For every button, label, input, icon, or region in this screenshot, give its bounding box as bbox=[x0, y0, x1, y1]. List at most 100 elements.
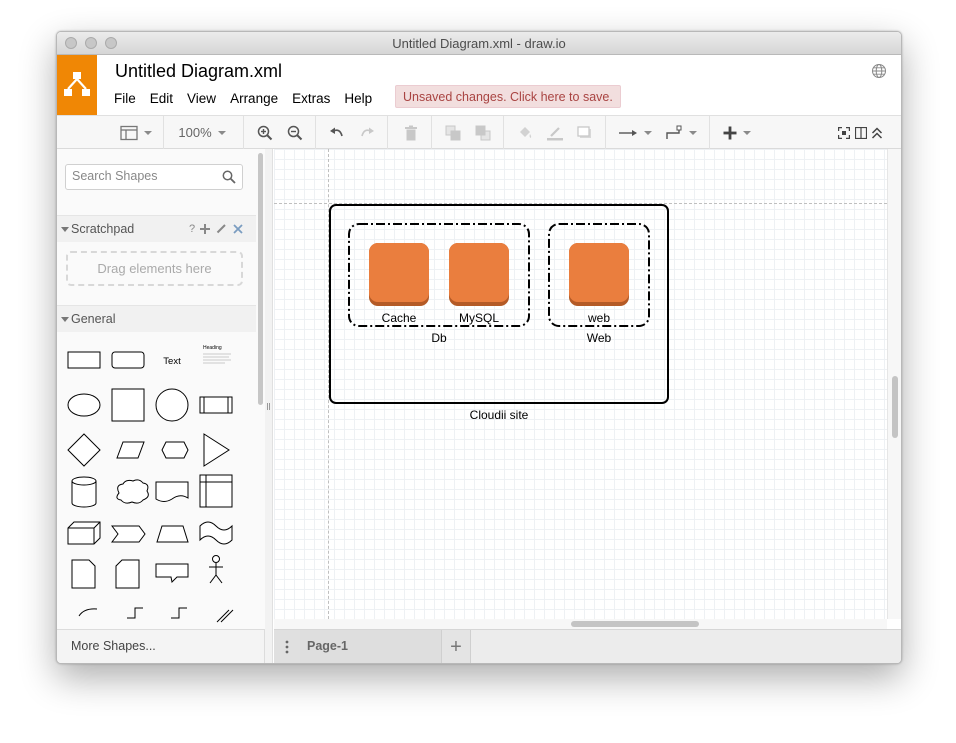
layout-panel-icon bbox=[120, 125, 138, 140]
chevron-down-icon bbox=[743, 130, 751, 135]
collapse-toolbar-button[interactable] bbox=[869, 116, 885, 149]
zoom-window-button[interactable] bbox=[105, 37, 117, 49]
curved-arrow-shape-icon[interactable] bbox=[78, 608, 98, 617]
scratchpad-header[interactable]: Scratchpad ? bbox=[57, 215, 256, 242]
add-icon[interactable] bbox=[200, 224, 210, 234]
fill-color-button[interactable] bbox=[513, 116, 537, 149]
zoom-out-button[interactable] bbox=[283, 116, 307, 149]
square-shape-icon[interactable] bbox=[111, 388, 145, 422]
redo-button[interactable] bbox=[355, 116, 379, 149]
tape-shape-icon[interactable] bbox=[199, 521, 233, 545]
cylinder-shape-icon[interactable] bbox=[71, 476, 97, 508]
add-page-button[interactable]: + bbox=[442, 630, 471, 663]
search-shapes-box[interactable] bbox=[65, 164, 243, 190]
web-group-outline[interactable] bbox=[548, 223, 650, 327]
help-icon[interactable]: ? bbox=[189, 223, 196, 235]
to-back-button[interactable] bbox=[471, 116, 495, 149]
waypoints-dropdown[interactable] bbox=[661, 116, 701, 149]
diagram-canvas[interactable]: Cache MySQL web Db Web Cloudii site bbox=[274, 149, 887, 619]
triangle-shape-icon[interactable] bbox=[203, 433, 230, 467]
vertical-scroll-thumb[interactable] bbox=[892, 376, 898, 438]
rectangle-shape-icon[interactable] bbox=[67, 351, 101, 369]
menu-edit[interactable]: Edit bbox=[149, 91, 174, 106]
scratchpad-dropzone[interactable]: Drag elements here bbox=[66, 251, 243, 286]
cube-shape-icon[interactable] bbox=[67, 521, 101, 545]
cloud-shape-icon[interactable] bbox=[116, 479, 149, 504]
to-front-button[interactable] bbox=[441, 116, 465, 149]
zoom-out-icon bbox=[287, 125, 303, 140]
cache-node[interactable] bbox=[369, 243, 429, 302]
cloudii-site-container[interactable] bbox=[329, 204, 669, 404]
to-front-icon bbox=[445, 125, 461, 140]
minimize-window-button[interactable] bbox=[85, 37, 97, 49]
trapezoid-shape-icon[interactable] bbox=[156, 525, 189, 543]
fullscreen-button[interactable] bbox=[835, 116, 853, 149]
redo-icon bbox=[361, 127, 374, 136]
mysql-node[interactable] bbox=[449, 243, 509, 302]
line-color-button[interactable] bbox=[543, 116, 567, 149]
language-globe-icon[interactable] bbox=[871, 63, 887, 82]
menu-help[interactable]: Help bbox=[344, 91, 373, 106]
edit-pencil-icon[interactable] bbox=[216, 223, 227, 234]
actor-shape-icon[interactable] bbox=[209, 555, 223, 584]
hexagon-shape-icon[interactable] bbox=[161, 441, 189, 459]
rounded-rectangle-shape-icon[interactable] bbox=[111, 351, 145, 369]
link-shape-icon[interactable] bbox=[216, 609, 234, 623]
note-shape-icon[interactable] bbox=[71, 559, 96, 589]
general-header[interactable]: General bbox=[57, 305, 256, 332]
app-window: Untitled Diagram.xml - draw.io Untitled … bbox=[56, 31, 902, 664]
text-shape-label[interactable]: Text bbox=[163, 356, 181, 367]
page-break-line bbox=[274, 203, 887, 204]
horizontal-scroll-thumb[interactable] bbox=[571, 621, 699, 627]
unsaved-changes-button[interactable]: Unsaved changes. Click here to save. bbox=[395, 85, 621, 108]
heading-shape-label[interactable]: Heading bbox=[203, 345, 222, 351]
document-shape-icon[interactable] bbox=[155, 481, 189, 502]
internal-storage-shape-icon[interactable] bbox=[199, 474, 233, 508]
ellipse-shape-icon[interactable] bbox=[67, 393, 101, 417]
insert-dropdown[interactable] bbox=[717, 116, 757, 149]
close-icon[interactable] bbox=[233, 224, 243, 234]
menu-extras[interactable]: Extras bbox=[292, 91, 331, 106]
elbow-arrow-shape-icon[interactable] bbox=[127, 607, 143, 619]
format-panel-button[interactable] bbox=[853, 116, 869, 149]
delete-button[interactable] bbox=[399, 116, 423, 149]
canvas-vertical-scrollbar[interactable] bbox=[887, 149, 901, 619]
step-shape-icon[interactable] bbox=[111, 525, 146, 543]
elbow-connector-icon bbox=[666, 125, 682, 139]
arrow-right-icon bbox=[619, 129, 637, 136]
paint-bucket-icon bbox=[520, 126, 532, 138]
circle-shape-icon[interactable] bbox=[155, 388, 189, 422]
zoom-in-button[interactable] bbox=[253, 116, 277, 149]
drawio-logo-icon bbox=[64, 72, 90, 96]
sidebar-splitter[interactable] bbox=[265, 149, 273, 663]
web-node[interactable] bbox=[569, 243, 629, 302]
pages-menu-button[interactable] bbox=[274, 630, 300, 663]
zoom-dropdown[interactable]: 100% bbox=[171, 116, 233, 149]
elbow-connector-shape-icon[interactable] bbox=[171, 607, 187, 619]
diamond-shape-icon[interactable] bbox=[67, 433, 101, 467]
web-node-label: web bbox=[587, 311, 611, 325]
undo-button[interactable] bbox=[325, 116, 349, 149]
page-tab[interactable]: Page-1 bbox=[300, 630, 442, 663]
close-window-button[interactable] bbox=[65, 37, 77, 49]
canvas-horizontal-scrollbar[interactable] bbox=[274, 619, 887, 629]
connection-style-dropdown[interactable] bbox=[615, 116, 655, 149]
card-shape-icon[interactable] bbox=[115, 559, 140, 589]
menu-view[interactable]: View bbox=[187, 91, 217, 106]
drawio-logo[interactable] bbox=[57, 55, 97, 115]
process-shape-icon[interactable] bbox=[199, 396, 233, 414]
db-group-outline[interactable] bbox=[348, 223, 530, 327]
menu-file[interactable]: File bbox=[114, 91, 136, 106]
document-title[interactable]: Untitled Diagram.xml bbox=[115, 61, 283, 81]
menu-arrange[interactable]: Arrange bbox=[230, 91, 279, 106]
callout-shape-icon[interactable] bbox=[155, 563, 189, 584]
search-icon[interactable] bbox=[222, 170, 236, 184]
sidebar-scrollbar[interactable] bbox=[258, 153, 263, 405]
parallelogram-shape-icon[interactable] bbox=[116, 441, 145, 459]
more-shapes-button[interactable]: More Shapes... bbox=[57, 629, 265, 663]
format-panel-toggle-button[interactable] bbox=[117, 116, 155, 149]
search-shapes-input[interactable] bbox=[72, 169, 222, 183]
shadow-button[interactable] bbox=[573, 116, 597, 149]
chevron-double-up-icon bbox=[871, 126, 883, 139]
mysql-label: MySQL bbox=[458, 311, 500, 325]
